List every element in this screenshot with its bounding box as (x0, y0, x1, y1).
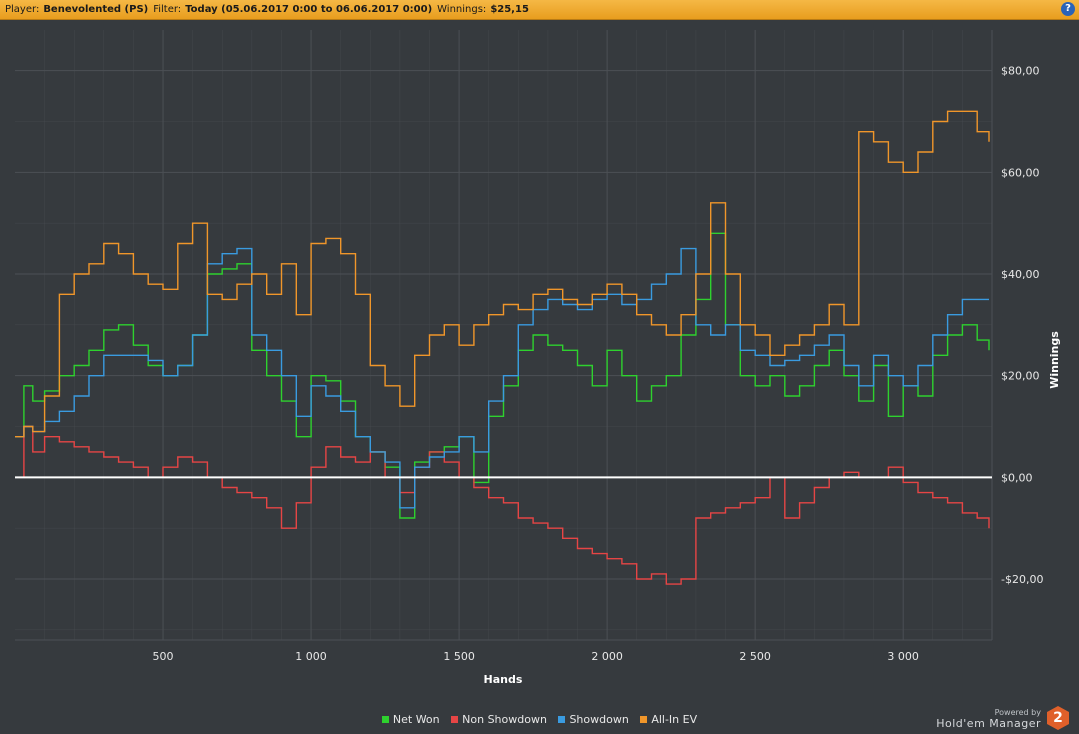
winnings-value: $25,15 (490, 4, 529, 15)
x-tick-label: 2 000 (591, 650, 623, 663)
series-line-all-in-ev (15, 110, 990, 438)
brand-name: Hold'em Manager (936, 717, 1041, 730)
legend-label-net-won: Net Won (392, 713, 440, 726)
legend-label-showdown: Showdown (569, 713, 629, 726)
legend-swatch-non-showdown (451, 715, 459, 723)
branding: Powered by Hold'em Manager 2 (936, 706, 1069, 730)
header-bar: Player: Benevolented (PS) Filter: Today … (0, 0, 1079, 20)
legend-label-non-showdown: Non Showdown (462, 713, 547, 726)
legend-item-non-showdown[interactable]: Non Showdown (451, 713, 547, 726)
legend-label-all-in-ev: All-In EV (651, 713, 698, 726)
chart-ticks: 500 1 000 1 500 2 000 2 500 3 000 -$20,00 $0,00… (153, 65, 1044, 663)
y-tick-label: $80,00 (1001, 65, 1040, 78)
y-axis-title: Winnings (1048, 331, 1061, 389)
help-icon[interactable]: ? (1061, 2, 1075, 16)
x-tick-label: 2 500 (739, 650, 771, 663)
player-label: Player: (5, 4, 40, 15)
hem2-logo-icon: 2 (1047, 706, 1069, 730)
y-tick-label: $40,00 (1001, 268, 1040, 281)
legend-swatch-all-in-ev (640, 715, 648, 723)
filter-label: Filter: (153, 4, 182, 15)
legend-item-all-in-ev[interactable]: All-In EV (640, 713, 697, 726)
series-line-showdown (15, 247, 989, 509)
legend-swatch-showdown (558, 715, 566, 723)
winnings-chart: 500 1 000 1 500 2 000 2 500 3 000 -$20,00 $0,00… (0, 20, 1079, 710)
legend-item-showdown[interactable]: Showdown (558, 713, 629, 726)
x-tick-label: 1 500 (443, 650, 475, 663)
x-tick-label: 500 (153, 650, 174, 663)
filter-value: Today (05.06.2017 0:00 to 06.06.2017 0:0… (185, 4, 433, 15)
y-tick-label: $20,00 (1001, 370, 1040, 383)
x-tick-label: 3 000 (887, 650, 919, 663)
y-tick-label: $60,00 (1001, 166, 1040, 179)
legend-swatch-net-won (381, 715, 389, 723)
chart-legend: Net Won Non Showdown Showdown All-In EV (0, 713, 1079, 726)
y-tick-label: -$20,00 (1001, 573, 1043, 586)
x-tick-label: 1 000 (295, 650, 327, 663)
x-axis-title: Hands (484, 673, 523, 686)
chart-series (15, 110, 990, 585)
powered-by-label: Powered by (994, 708, 1041, 717)
winnings-label: Winnings: (437, 4, 487, 15)
series-line-non-showdown (15, 425, 990, 585)
player-value: Benevolented (PS) (43, 4, 149, 15)
y-tick-label: $0,00 (1001, 471, 1033, 484)
legend-item-net-won[interactable]: Net Won (381, 713, 440, 726)
